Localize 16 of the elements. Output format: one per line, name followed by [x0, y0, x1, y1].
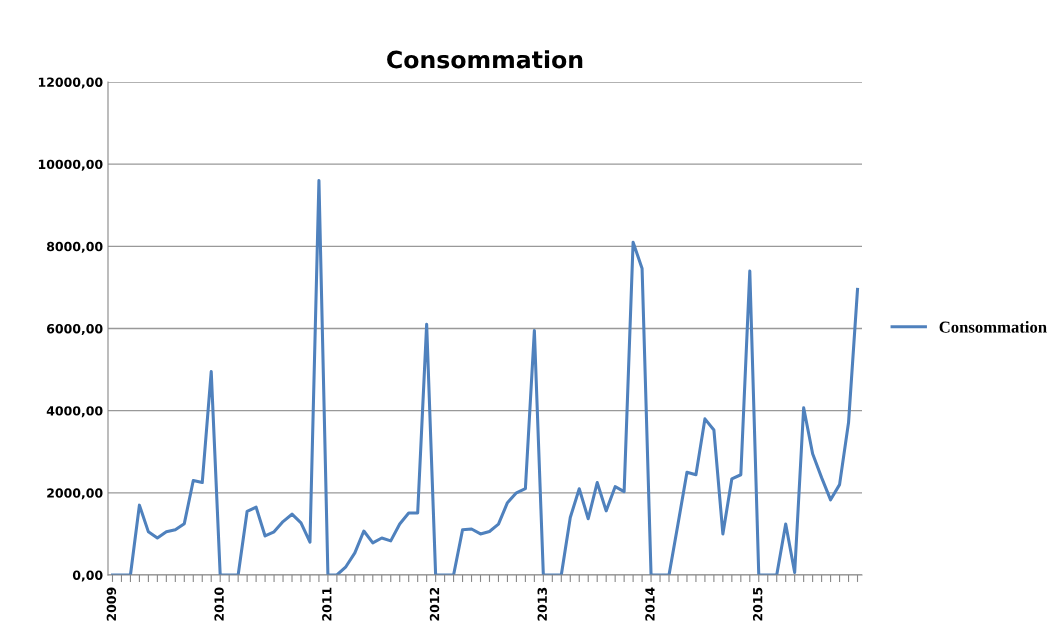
x-tick-label: 2009 — [106, 587, 117, 621]
x-tick-label: 2013 — [537, 587, 547, 621]
y-tick-label: 6000,00 — [46, 323, 103, 336]
y-tick-label: 10000,00 — [38, 159, 103, 171]
x-tick-label: 2011 — [322, 587, 332, 621]
chart-title: Consommation — [387, 50, 583, 69]
y-tick-label: 4000,00 — [46, 406, 103, 418]
y-tick-label: 12000,00 — [38, 77, 103, 89]
x-tick-label: 2015 — [752, 587, 763, 621]
x-tick-label: 2010 — [214, 587, 224, 621]
legend-label: Consommation — [939, 320, 1047, 333]
y-tick-label: 2000,00 — [47, 488, 103, 500]
x-tick-label: 2012 — [429, 587, 440, 621]
x-tick-label: 2014 — [645, 587, 655, 621]
y-tick-label: 8000,00 — [46, 241, 103, 253]
y-tick-label: 0,00 — [72, 570, 103, 582]
